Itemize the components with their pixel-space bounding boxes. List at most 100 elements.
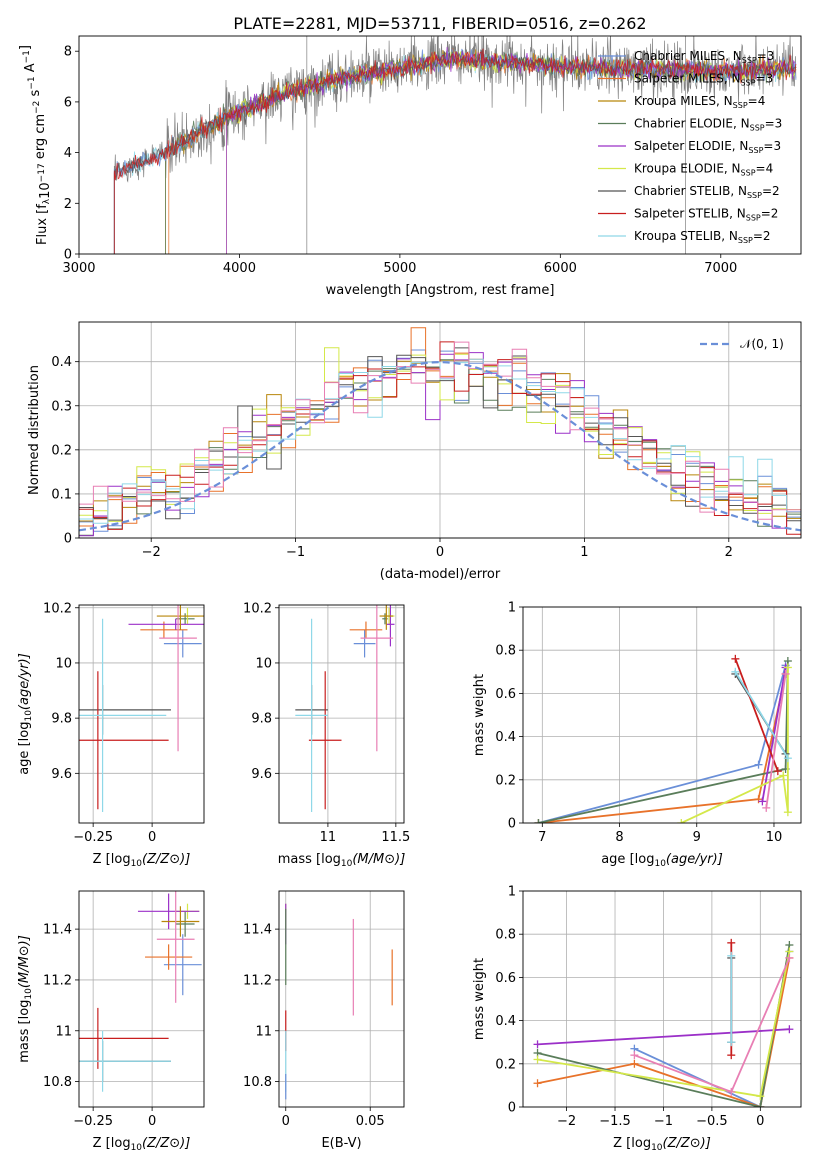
legend-entry-suffix: =3 bbox=[765, 117, 783, 131]
legend-entry-suffix: =4 bbox=[748, 94, 766, 108]
z-mass-ytick-label: 11.2 bbox=[43, 973, 72, 988]
z-weight-lines bbox=[533, 938, 794, 1107]
spectrum-ytick-label: 2 bbox=[64, 197, 72, 212]
legend-entry: Kroupa STELIB, NSSP=2 bbox=[634, 229, 771, 245]
age-weight-lines bbox=[534, 654, 792, 823]
legend-entry-subscript: SSP bbox=[746, 214, 761, 223]
mass-age-xtick-label: 11.5 bbox=[381, 830, 410, 845]
legend-entry-subscript: SSP bbox=[741, 79, 756, 88]
spectrum-xtick-label: 7000 bbox=[704, 261, 737, 276]
spectrum-legend: Chabrier MILES, NSSP=3 Salpeter MILES, NS… bbox=[598, 49, 782, 245]
spectrum-ylabel-part: s bbox=[28, 89, 43, 100]
age-weight-xtick-label: 8 bbox=[615, 830, 623, 845]
spectrum-xtick-label: 5000 bbox=[383, 261, 416, 276]
z-weight-xtick-label: −1.5 bbox=[599, 1114, 631, 1129]
legend-entry-suffix: =3 bbox=[757, 49, 775, 63]
ebv-mass-ytick-label: 10.8 bbox=[243, 1075, 272, 1090]
spectrum-ylabel-part: Flux [f bbox=[35, 204, 50, 245]
z-mass-xlabel: Z [log10(Z/Z⊙)] bbox=[93, 1136, 191, 1153]
z-weight-ytick-label: 0.2 bbox=[495, 1057, 516, 1072]
spectrum-ylabel-part: A bbox=[23, 63, 38, 76]
legend-entry-text: Kroupa MILES, N bbox=[634, 94, 733, 108]
z-weight-xtick-label: −1 bbox=[654, 1114, 673, 1129]
xlabel-part: Z [log bbox=[93, 1136, 131, 1151]
legend-entry-suffix: =3 bbox=[756, 72, 774, 86]
spectrum-xlabel: wavelength [Angstrom, rest frame] bbox=[326, 283, 555, 298]
z-age-ytick-label: 10 bbox=[55, 656, 72, 671]
legend-entry-subscript: SSP bbox=[742, 56, 757, 65]
residuals-ylabel: Normed distribution bbox=[27, 365, 42, 495]
z-weight-ytick-label: 0.4 bbox=[495, 1014, 516, 1029]
figure-title: PLATE=2281, MJD=53711, FIBERID=0516, z=0… bbox=[233, 14, 646, 33]
normal-legend-label: 𝒩(0, 1) bbox=[740, 337, 784, 351]
xlabel-part: mass [log bbox=[278, 852, 341, 867]
spectrum-data-group bbox=[113, 36, 797, 254]
legend-entry-subscript: SSP bbox=[741, 169, 756, 178]
legend-entry-subscript: SSP bbox=[733, 101, 748, 110]
spectrum-xtick-label: 4000 bbox=[223, 261, 256, 276]
ylabel-part: mass [log bbox=[17, 1000, 32, 1063]
xlabel-sub: 10 bbox=[651, 1143, 663, 1153]
spectrum-ylabel-part: −2 bbox=[32, 101, 42, 114]
legend-entry-text: Salpeter ELODIE, N bbox=[634, 139, 748, 153]
z-mass-xtick-label: 0 bbox=[148, 1114, 156, 1129]
mass-age-xtick-label: 11 bbox=[320, 830, 337, 845]
xlabel-sub: 10 bbox=[654, 859, 666, 869]
legend-entry: Chabrier MILES, NSSP=3 bbox=[634, 49, 774, 65]
mass-age-ytick-label: 9.8 bbox=[251, 712, 272, 727]
legend-entry: Chabrier ELODIE, NSSP=3 bbox=[634, 117, 782, 133]
ylabel-rest: (M/M⊙)] bbox=[17, 935, 32, 988]
weight-series-line bbox=[734, 671, 789, 759]
legend-entry: Salpeter ELODIE, NSSP=3 bbox=[634, 139, 781, 155]
residuals-ytick-label: 0.1 bbox=[51, 487, 72, 502]
legend-entry-text: Chabrier ELODIE, N bbox=[634, 117, 750, 131]
age-weight-ytick-label: 0.8 bbox=[495, 644, 516, 659]
weight-series-line bbox=[734, 658, 779, 772]
xlabel-rest: (M/M⊙)] bbox=[352, 852, 405, 867]
residuals-frame bbox=[78, 321, 802, 539]
z-weight-ytick-label: 0 bbox=[508, 1101, 516, 1116]
residuals-xtick-label: −1 bbox=[286, 545, 305, 560]
age-weight-ylabel: mass weight bbox=[472, 674, 487, 756]
ebv-mass-xlabel: E(B-V) bbox=[321, 1136, 361, 1151]
residuals-xtick-label: 2 bbox=[725, 545, 733, 560]
normal-curve bbox=[79, 360, 801, 532]
legend-entry-suffix: =2 bbox=[761, 207, 779, 221]
legend-entry-subscript: SSP bbox=[738, 236, 753, 245]
legend-entry: Salpeter MILES, NSSP=3 bbox=[634, 72, 773, 88]
xlabel-sub: 10 bbox=[131, 1143, 143, 1153]
age-weight-ytick-label: 0.6 bbox=[495, 687, 516, 702]
age-weight-xlabel: age [log10(age/yr)] bbox=[601, 852, 723, 869]
spectrum-ylabel: Flux [fλ10−17 erg cm−2 s−1 A−1] bbox=[18, 45, 53, 245]
legend-entry-subscript: SSP bbox=[747, 191, 762, 200]
z-age-ylabel: age [log10(age/yr)] bbox=[17, 653, 34, 775]
spectrum-ylabel-part: −17 bbox=[37, 163, 47, 182]
z-weight-xtick-label: 0 bbox=[756, 1114, 764, 1129]
ebv-mass-ytick-label: 11.2 bbox=[243, 973, 272, 988]
ebv-mass-ytick-label: 11.4 bbox=[243, 923, 272, 938]
legend-entry-subscript: SSP bbox=[748, 146, 763, 155]
legend-entry-subscript: SSP bbox=[750, 124, 765, 133]
spectrum-ytick-label: 4 bbox=[64, 146, 72, 161]
legend-entry-text: Salpeter STELIB, N bbox=[634, 207, 746, 221]
spectrum-xtick-label: 6000 bbox=[544, 261, 577, 276]
z-mass-ytick-label: 11 bbox=[55, 1024, 72, 1039]
z-age-frame bbox=[78, 604, 205, 824]
legend-entry: Salpeter STELIB, NSSP=2 bbox=[634, 207, 778, 223]
mass-age-ytick-label: 9.6 bbox=[251, 767, 272, 782]
z-weight-ytick-label: 1 bbox=[508, 885, 516, 900]
legend-entry: Chabrier STELIB, NSSP=2 bbox=[634, 184, 780, 200]
ebv-mass-ytick-label: 11 bbox=[255, 1024, 272, 1039]
residuals-ytick-label: 0 bbox=[64, 532, 72, 547]
legend-entry: Kroupa ELODIE, NSSP=4 bbox=[634, 162, 773, 178]
xlabel-sub: 10 bbox=[131, 859, 143, 869]
z-mass-ytick-label: 10.8 bbox=[43, 1075, 72, 1090]
ylabel-rest: (age/yr)] bbox=[17, 653, 32, 710]
legend-entry-suffix: =2 bbox=[753, 229, 771, 243]
age-weight-ytick-label: 0.2 bbox=[495, 773, 516, 788]
weight-series-line bbox=[537, 1028, 790, 1046]
spectrum-ylabel-part: ] bbox=[18, 45, 33, 50]
